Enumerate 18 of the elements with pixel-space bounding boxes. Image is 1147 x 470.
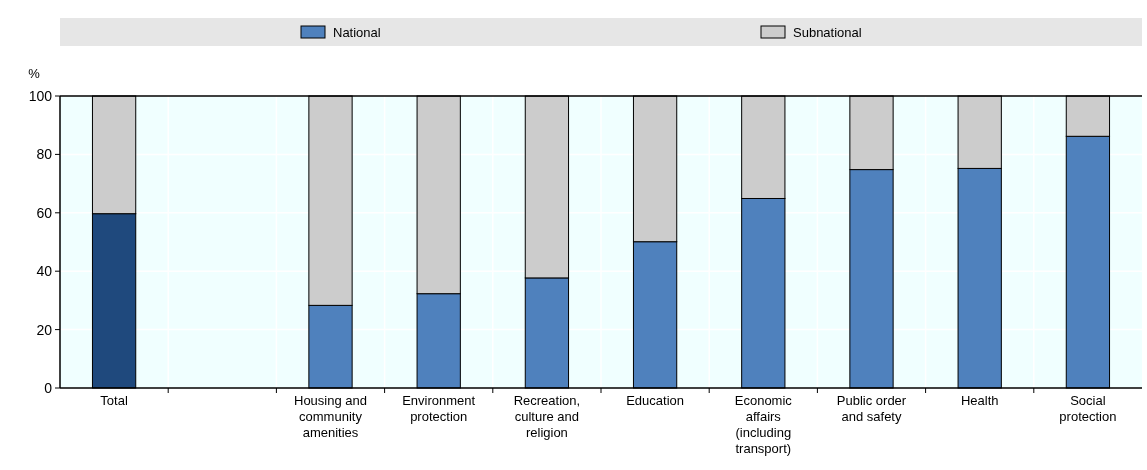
- legend-label: Subnational: [793, 24, 862, 40]
- x-tick-label: Public order and safety: [836, 393, 907, 424]
- y-tick-label: 80: [36, 146, 53, 163]
- x-tick-label: Economic affairs (including transport): [734, 393, 793, 456]
- y-tick-label: 100: [28, 87, 53, 104]
- x-tick-label: Environment protection: [402, 393, 476, 424]
- y-tick-label: 40: [36, 263, 53, 280]
- x-tick-label: Social protection: [1059, 393, 1117, 424]
- x-tick-label: Housing and community amenities: [294, 393, 367, 440]
- y-tick-label: 60: [36, 204, 53, 221]
- x-tick-label: Recreation, culture and religion: [513, 393, 581, 440]
- y-tick-label: 20: [36, 321, 53, 338]
- x-tick-label: Health: [960, 393, 999, 408]
- x-tick-label: Education: [626, 393, 685, 408]
- y-axis-title: %: [28, 66, 41, 81]
- y-tick-label: 0: [44, 379, 53, 396]
- x-tick-label: Total: [100, 393, 128, 408]
- legend-label: National: [333, 24, 381, 40]
